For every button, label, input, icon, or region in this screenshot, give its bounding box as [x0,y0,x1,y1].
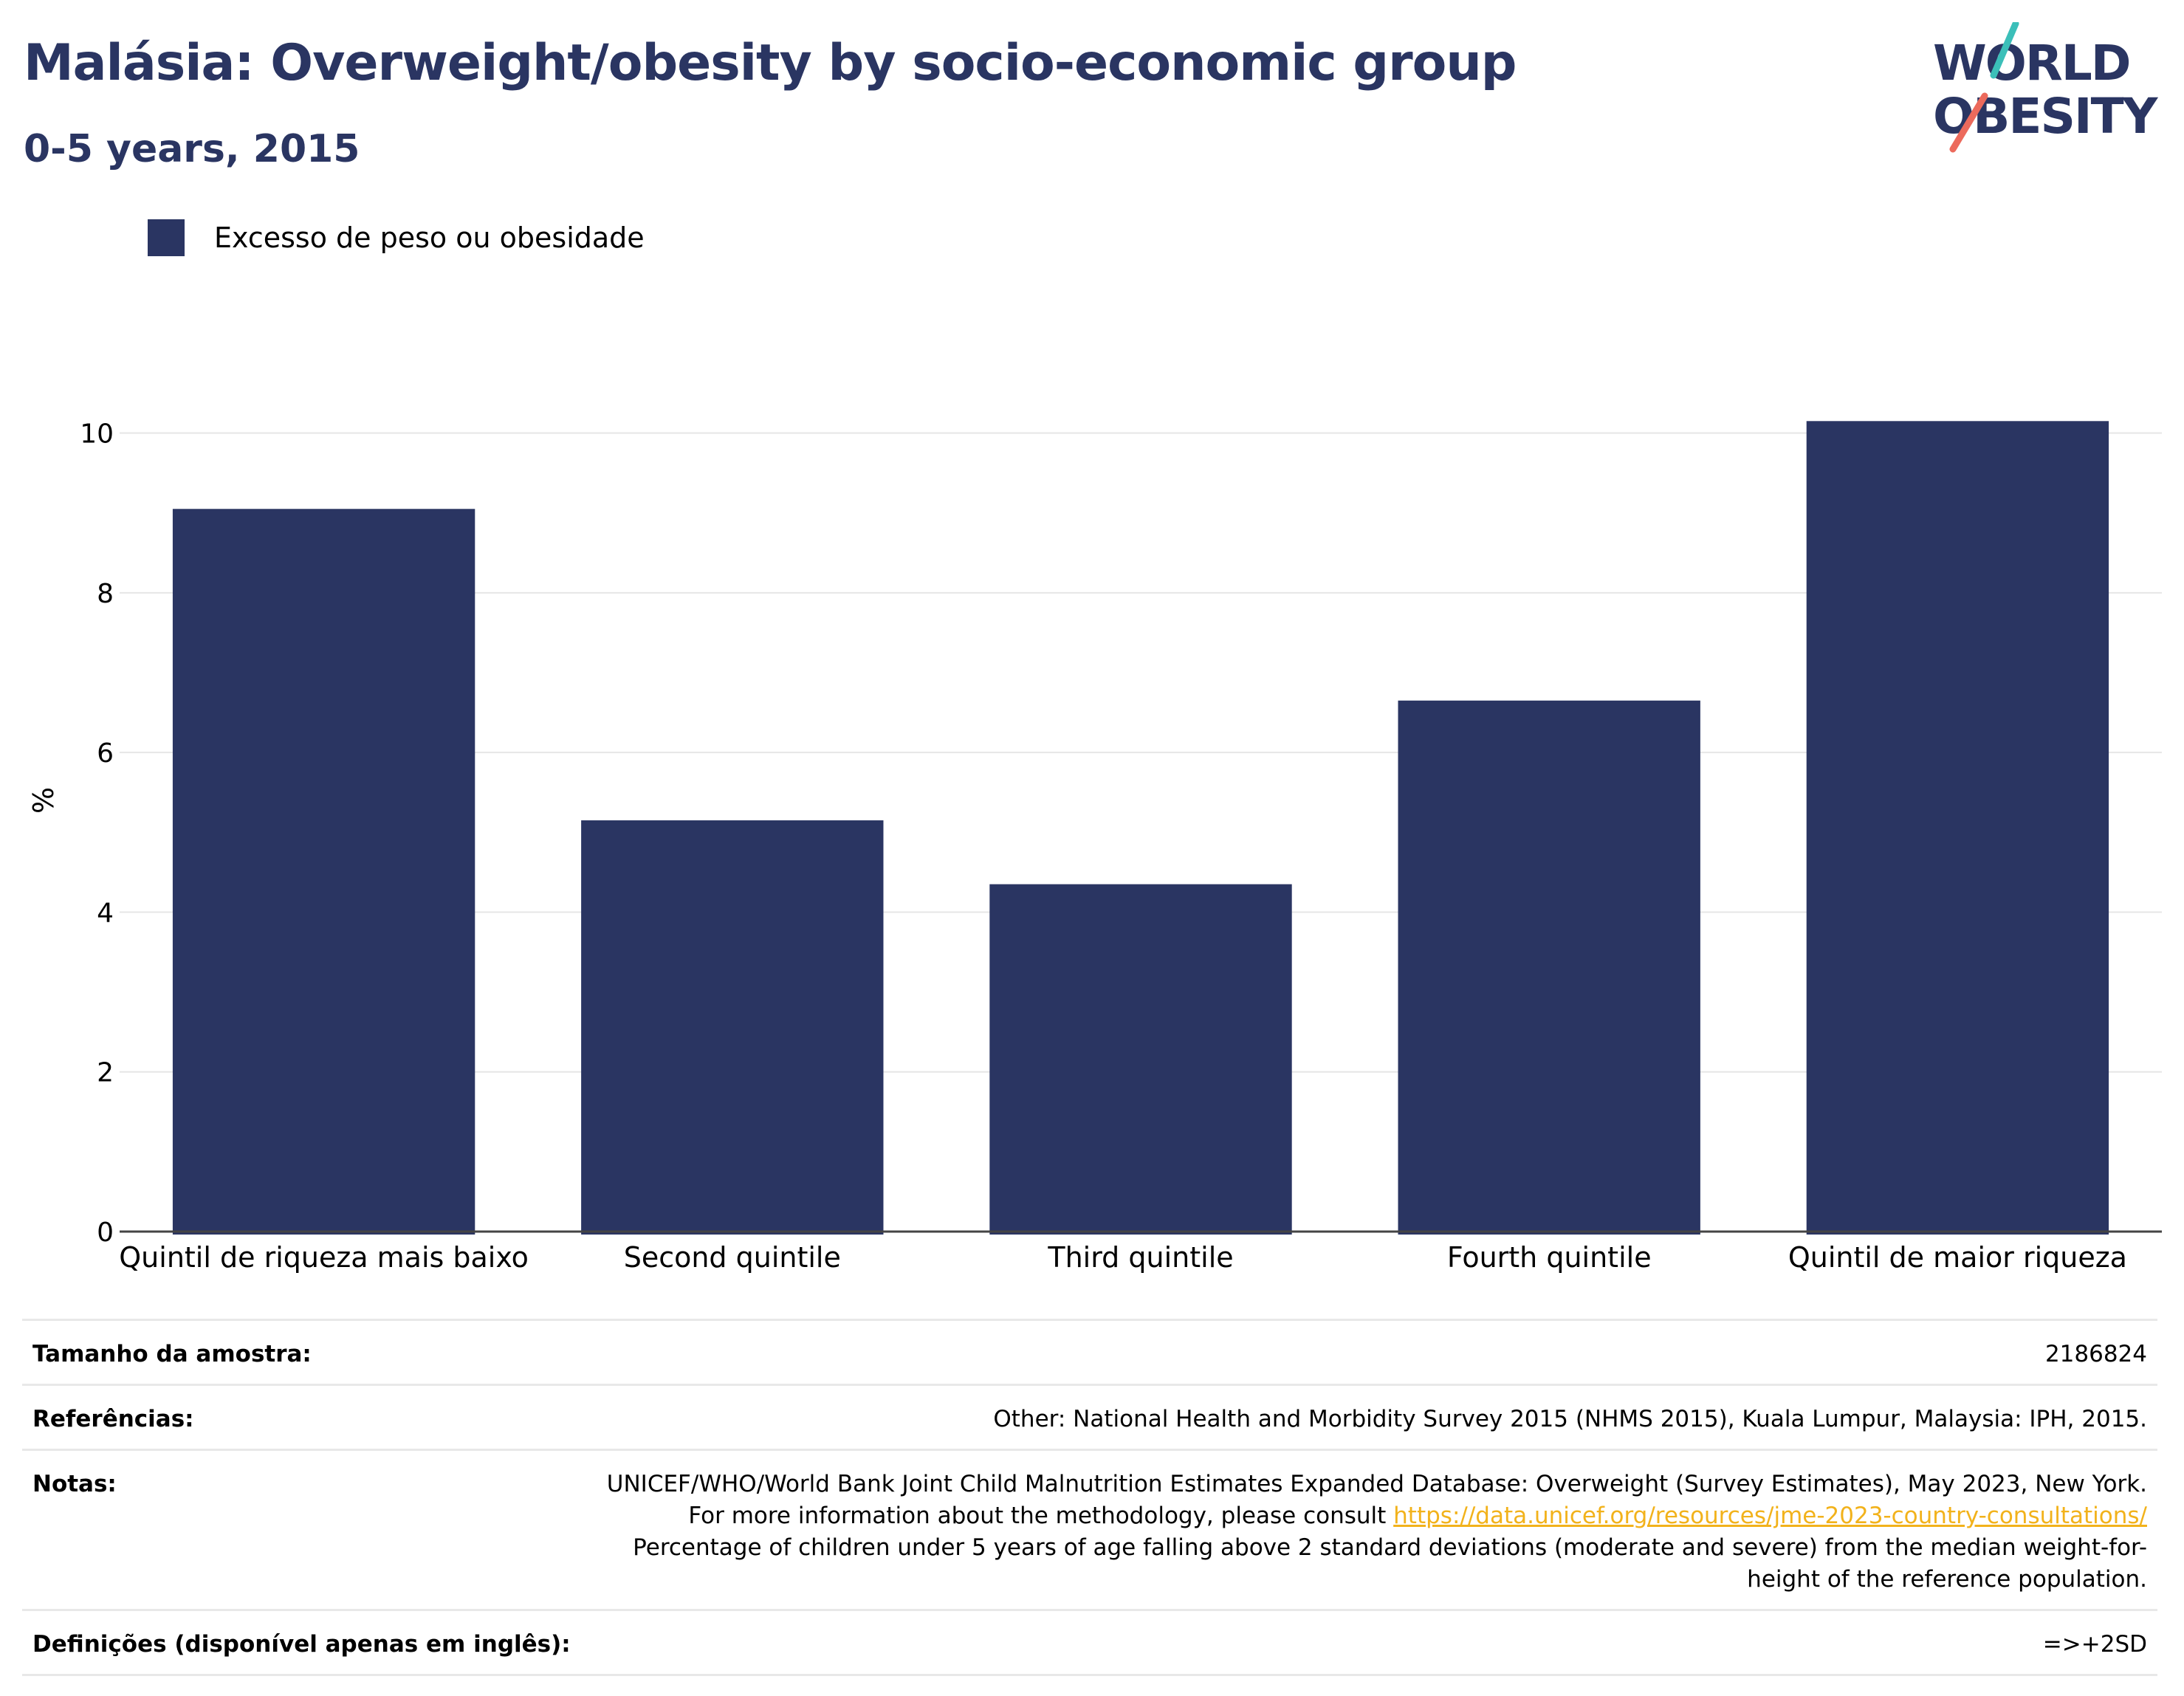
legend-swatch [148,219,185,256]
y-tick-label: 2 [97,1058,114,1088]
x-tick-label: Second quintile [624,1241,841,1274]
footer-row-references: Referências: Other: National Health and … [22,1384,2157,1449]
x-tick-label: Quintil de maior riqueza [1788,1241,2127,1274]
references-value: Other: National Health and Morbidity Sur… [993,1406,2147,1432]
notes-text-2: Percentage of children under 5 years of … [633,1534,2147,1593]
x-tick-label: Fourth quintile [1447,1241,1652,1274]
definitions-value: =>+2SD [2042,1631,2147,1658]
legend-label: Excesso de peso ou obesidade [214,222,645,254]
bar [581,820,884,1235]
world-obesity-logo: WORLD OBESITY [1933,22,2160,153]
footer-row-notes: Notas: UNICEF/WHO/World Bank Joint Child… [22,1449,2157,1609]
bar [1806,421,2109,1235]
logo-line1: WORLD [1933,35,2130,92]
bar [1398,700,1700,1235]
chart-legend: Excesso de peso ou obesidade [148,219,645,257]
logo-line2: OBESITY [1933,88,2159,145]
y-tick-label: 10 [80,419,114,450]
footer-row-definitions: Definições (disponível apenas em inglês)… [22,1609,2157,1676]
x-tick-label: Quintil de riqueza mais baixo [119,1241,529,1274]
y-tick-label: 0 [97,1218,114,1248]
sample-size-label: Tamanho da amostra: [32,1341,312,1367]
footer-row-sample: Tamanho da amostra: 2186824 [22,1319,2157,1384]
definitions-label: Definições (disponível apenas em inglês)… [32,1631,571,1658]
y-tick-label: 6 [97,738,114,769]
notes-value: UNICEF/WHO/World Bank Joint Child Malnut… [582,1469,2147,1596]
x-tick-label: Third quintile [1047,1241,1233,1274]
references-label: Referências: [32,1406,194,1432]
sample-size-value: 2186824 [2044,1341,2147,1367]
y-tick-label: 4 [97,898,114,928]
page-subtitle: 0-5 years, 2015 [24,127,360,171]
bar-chart: 0 2 4 6 8 10% Quintil de riqueza mais baixo Sec… [27,419,2162,1274]
logo-slash-teal [1990,22,2019,79]
bar [989,884,1292,1235]
bar [172,509,475,1235]
notes-text-1: UNICEF/WHO/World Bank Joint Child Malnut… [606,1471,2147,1529]
y-axis-label: % [27,787,60,814]
y-tick-label: 8 [97,579,114,609]
logo-slash-coral [1949,92,1988,153]
page-title: Malásia: Overweight/obesity by socio-eco… [24,34,1517,92]
notes-label: Notas: [32,1471,117,1497]
notes-link[interactable]: https://data.unicef.org/resources/jme-20… [1393,1503,2147,1529]
chart-footer: Tamanho da amostra: 2186824 Referências:… [22,1319,2157,1676]
